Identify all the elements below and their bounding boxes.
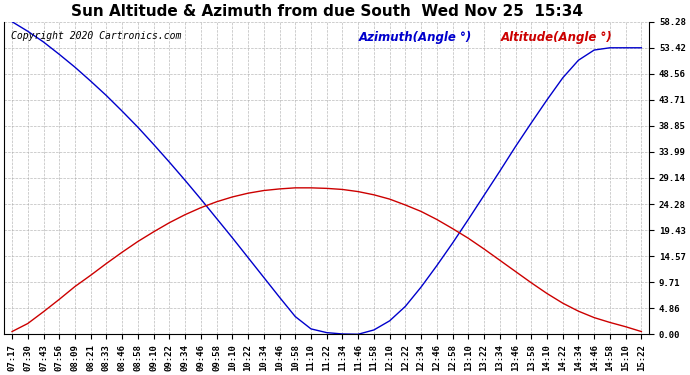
Title: Sun Altitude & Azimuth from due South  Wed Nov 25  15:34: Sun Altitude & Azimuth from due South We… — [70, 4, 582, 19]
Text: Copyright 2020 Cartronics.com: Copyright 2020 Cartronics.com — [10, 31, 181, 41]
Text: Altitude(Angle °): Altitude(Angle °) — [501, 31, 613, 44]
Text: Azimuth(Angle °): Azimuth(Angle °) — [359, 31, 472, 44]
